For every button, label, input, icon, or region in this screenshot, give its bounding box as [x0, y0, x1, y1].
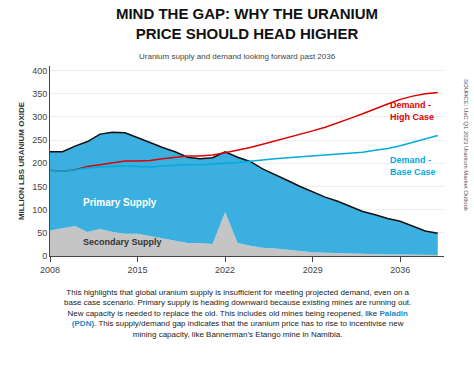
svg-text:MILLION LBS URANIUM OXIDE: MILLION LBS URANIUM OXIDE — [17, 101, 26, 220]
svg-text:250: 250 — [32, 135, 47, 145]
svg-text:Uranium supply and demand look: Uranium supply and demand looking forwar… — [139, 52, 336, 61]
svg-text:SOURCE: UxC Q1 2023 Uranium Ma: SOURCE: UxC Q1 2023 Uranium Market Outlo… — [463, 79, 469, 212]
svg-text:2008: 2008 — [40, 265, 60, 275]
svg-text:100: 100 — [32, 205, 47, 215]
svg-text:0: 0 — [42, 251, 47, 261]
svg-text:50: 50 — [37, 228, 47, 238]
svg-text:2022: 2022 — [215, 265, 235, 275]
svg-text:MIND THE GAP: WHY THE URANIUMP: MIND THE GAP: WHY THE URANIUMPRICE SHOUL… — [116, 5, 378, 42]
svg-text:Secondary Supply: Secondary Supply — [83, 237, 162, 247]
svg-text:300: 300 — [32, 112, 47, 122]
svg-text:2036: 2036 — [390, 265, 410, 275]
svg-text:Demand -High Case: Demand -High Case — [390, 100, 434, 122]
svg-text:This highlights that global ur: This highlights that global uranium supp… — [64, 288, 411, 339]
svg-text:Demand -Base Case: Demand -Base Case — [390, 155, 436, 177]
svg-text:350: 350 — [32, 89, 47, 99]
svg-text:150: 150 — [32, 182, 47, 192]
svg-text:200: 200 — [32, 158, 47, 168]
svg-text:2029: 2029 — [303, 265, 323, 275]
svg-text:Primary Supply: Primary Supply — [83, 197, 157, 208]
svg-text:2015: 2015 — [128, 265, 148, 275]
svg-text:400: 400 — [32, 66, 47, 76]
